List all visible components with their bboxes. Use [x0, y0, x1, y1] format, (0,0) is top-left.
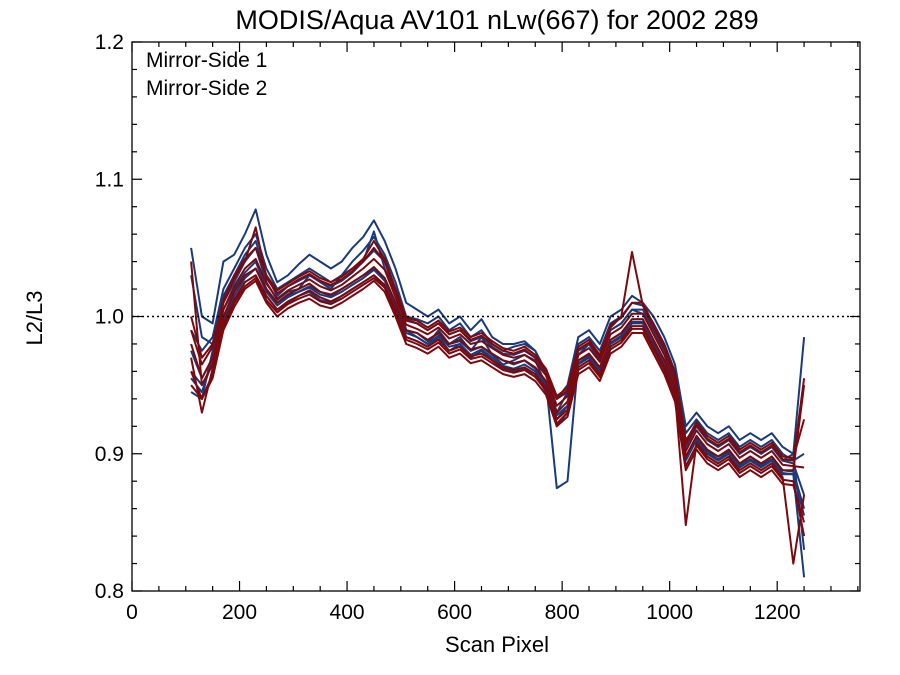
series-line-2-1 [190, 261, 806, 472]
x-tick-label: 0 [126, 601, 138, 624]
x-tick-label: 800 [545, 601, 580, 624]
x-tick-label: 1200 [754, 601, 801, 624]
y-tick-label: 0.9 [95, 443, 124, 466]
y-tick-label: 0.8 [95, 580, 124, 603]
chart-title: MODIS/Aqua AV101 nLw(667) for 2002 289 [235, 5, 758, 35]
y-tick-label: 1.1 [95, 168, 124, 191]
series-line-1-7 [190, 267, 806, 516]
series-line-2-7 [190, 257, 805, 469]
legend-mirror-side-2: Mirror-Side 2 [146, 77, 267, 100]
series-line-2-5 [190, 240, 806, 459]
series-line-1-4 [190, 274, 806, 578]
series-line-2-3 [190, 226, 806, 462]
series-line-2-2 [190, 277, 806, 537]
y-axis-label: L2/L3 [22, 290, 47, 345]
x-tick-label: 200 [222, 601, 257, 624]
y-tick-label: 1.0 [95, 306, 124, 329]
series-line-2-4 [190, 274, 806, 565]
plot-frame [131, 41, 861, 592]
x-axis: 0 200 400 600 800 1000 1200 [126, 42, 859, 624]
x-tick-label: 1000 [646, 601, 693, 624]
series-line-2-6 [190, 279, 806, 523]
legend-mirror-side-1: Mirror-Side 1 [146, 49, 267, 72]
y-axis: 0.8 0.9 1.0 1.1 1.2 [95, 31, 860, 603]
x-tick-label: 400 [330, 601, 365, 624]
x-axis-label: Scan Pixel [445, 632, 549, 657]
series-line-1-3 [190, 208, 806, 550]
y-tick-label: 1.2 [95, 31, 124, 54]
series-layer [190, 208, 806, 578]
x-tick-label: 600 [437, 601, 472, 624]
